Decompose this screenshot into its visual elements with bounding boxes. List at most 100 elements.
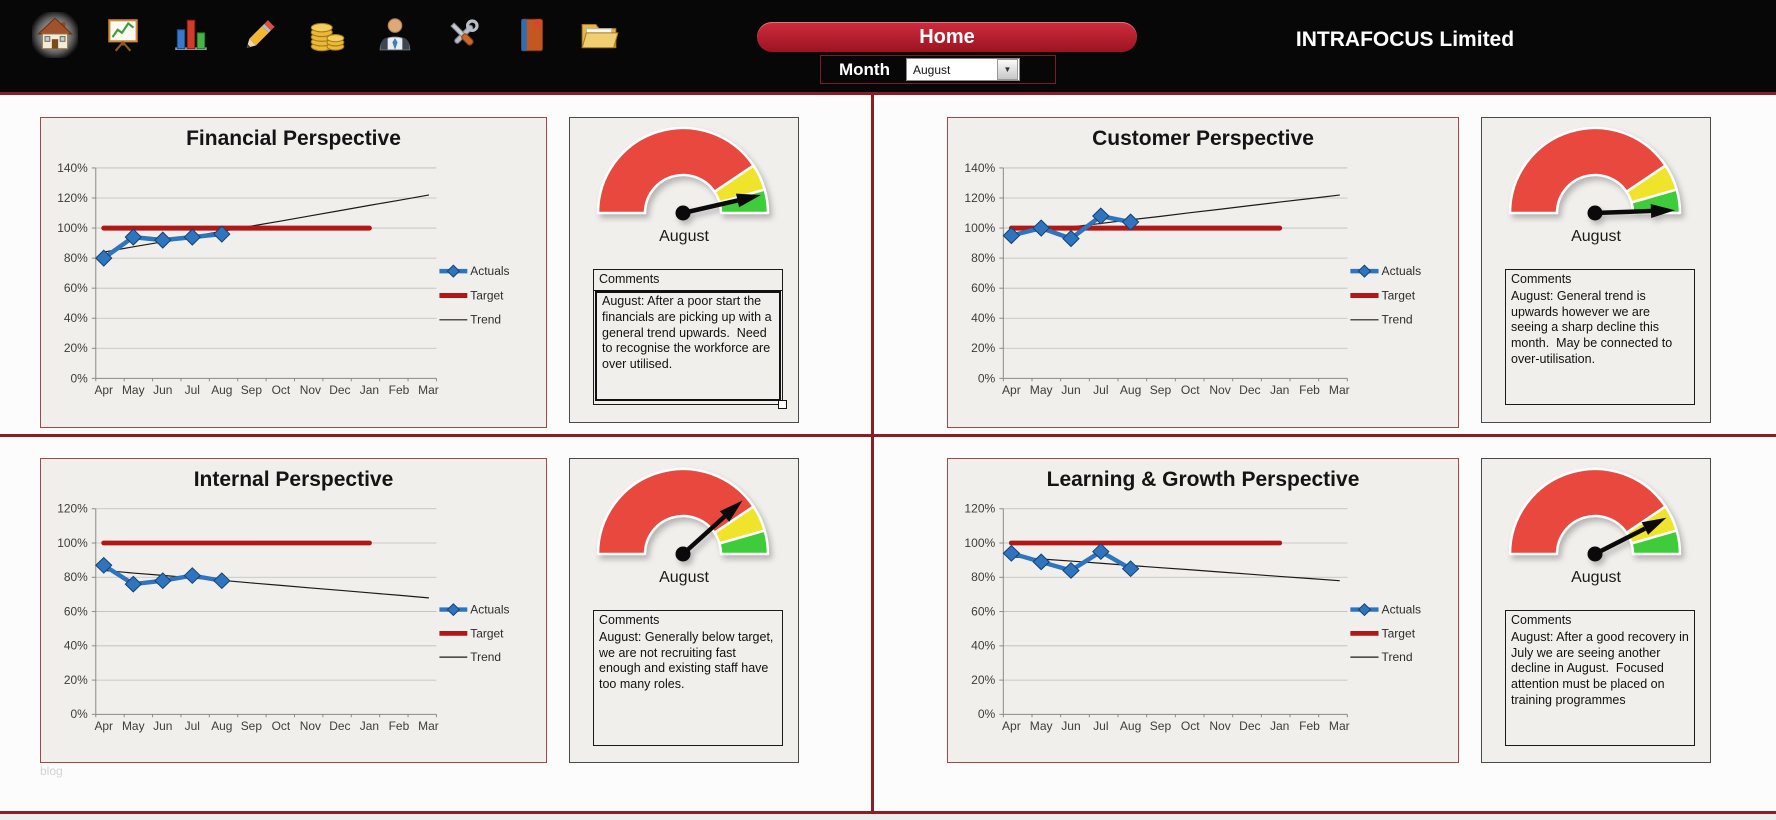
svg-text:20%: 20% [64, 674, 88, 687]
customer-title: Customer Perspective [1092, 127, 1314, 150]
comments-text: August: After a poor start the financial… [595, 291, 781, 401]
svg-text:100%: 100% [964, 221, 995, 235]
svg-text:60%: 60% [971, 281, 995, 295]
svg-text:Jul: Jul [185, 720, 200, 733]
bottom-border-line [0, 811, 1776, 814]
comments-title: Comments [1511, 272, 1572, 286]
learning-growth-gauge [1508, 467, 1682, 562]
customer-line-chart: 0% 20% 40% 60% 80% 100% 120% 140% Apr May Jun Jul Au… [964, 161, 1422, 397]
learning-growth-comments-box[interactable]: Comments August: After a good recovery i… [1505, 610, 1695, 746]
svg-text:Mar: Mar [1329, 719, 1350, 733]
comments-text: August: After a good recovery in July we… [1511, 629, 1693, 707]
svg-text:120%: 120% [57, 503, 88, 516]
user-icon[interactable] [372, 12, 418, 58]
chevron-down-icon[interactable]: ▼ [996, 59, 1018, 80]
svg-text:0%: 0% [978, 371, 996, 385]
learning-growth-line-chart: 0% 20% 40% 60% 80% 100% 120% Apr May Jun Jul Aug Sep… [964, 502, 1421, 733]
svg-text:60%: 60% [64, 606, 88, 619]
tools-icon[interactable] [440, 12, 486, 58]
svg-text:0%: 0% [71, 708, 89, 721]
svg-text:Jun: Jun [153, 720, 172, 733]
folder-icon[interactable] [576, 12, 622, 58]
month-dropdown[interactable]: August ▼ [905, 58, 1020, 81]
internal-line-chart: 0% 20% 40% 60% 80% 100% 120% Apr May Jun Jul Aug Sep… [57, 503, 509, 733]
svg-text:May: May [1030, 383, 1053, 397]
svg-text:Jul: Jul [1093, 719, 1108, 733]
svg-text:Target: Target [1382, 289, 1416, 303]
month-dropdown-value: August [912, 62, 951, 77]
svg-text:140%: 140% [57, 161, 88, 175]
svg-text:100%: 100% [57, 221, 88, 235]
internal-gauge [596, 467, 770, 562]
footer-note: blog [40, 764, 63, 778]
svg-text:Trend: Trend [1382, 650, 1413, 664]
svg-text:Mar: Mar [1329, 383, 1350, 397]
month-label: Month [839, 59, 890, 79]
svg-text:Sep: Sep [1150, 383, 1172, 397]
financial-comments-box[interactable]: Comments August: After a poor start the … [593, 269, 787, 409]
nav-icon-bar [32, 12, 622, 58]
comments-title: Comments [1511, 613, 1572, 627]
svg-text:May: May [122, 720, 145, 733]
home-button[interactable]: Home [757, 22, 1137, 52]
svg-text:Oct: Oct [1181, 719, 1200, 733]
comments-title: Comments [594, 270, 782, 291]
svg-text:Sep: Sep [1150, 719, 1172, 733]
selection-handle[interactable] [778, 400, 787, 409]
svg-text:Jun: Jun [1061, 383, 1080, 397]
customer-gauge-panel: August Comments August: General trend is… [1481, 117, 1711, 423]
comments-text: August: General trend is upwards however… [1511, 288, 1676, 366]
internal-title: Internal Perspective [193, 468, 394, 491]
svg-text:100%: 100% [57, 537, 88, 550]
company-title: INTRAFOCUS Limited [1295, 28, 1515, 51]
svg-text:Dec: Dec [329, 383, 350, 397]
comments-title: Comments [599, 613, 660, 627]
svg-text:Feb: Feb [389, 720, 410, 733]
svg-text:120%: 120% [964, 502, 995, 516]
svg-text:Aug: Aug [211, 720, 232, 733]
svg-text:Jun: Jun [1061, 719, 1080, 733]
customer-comments-box[interactable]: Comments August: General trend is upward… [1505, 269, 1695, 405]
svg-text:Target: Target [470, 627, 504, 640]
svg-text:Jul: Jul [185, 383, 200, 397]
svg-text:Nov: Nov [1209, 383, 1230, 397]
internal-chart-panel: Internal Perspective 0% 20% 40% 60% 80% 100% 1… [40, 458, 547, 763]
svg-text:0%: 0% [71, 371, 89, 385]
svg-text:20%: 20% [64, 341, 88, 355]
svg-text:80%: 80% [971, 570, 996, 584]
bar-chart-icon[interactable] [168, 12, 214, 58]
financial-title: Financial Perspective [186, 127, 401, 150]
svg-text:Actuals: Actuals [1382, 264, 1422, 278]
pencil-icon[interactable] [236, 12, 282, 58]
svg-text:Target: Target [470, 288, 504, 302]
svg-text:80%: 80% [64, 251, 88, 265]
svg-text:Apr: Apr [1002, 383, 1021, 397]
svg-text:Actuals: Actuals [470, 264, 509, 278]
svg-text:40%: 40% [971, 311, 995, 325]
month-selector: Month August ▼ [820, 55, 1056, 84]
svg-text:Jan: Jan [1270, 719, 1289, 733]
svg-text:Oct: Oct [272, 720, 291, 733]
internal-comments-box[interactable]: Comments August: Generally below target,… [593, 610, 783, 746]
svg-text:40%: 40% [971, 639, 996, 653]
gauge-month-label: August [1571, 228, 1621, 245]
svg-text:Sep: Sep [241, 383, 263, 397]
svg-text:Trend: Trend [1382, 313, 1413, 327]
comments-text: August: Generally below target, we are n… [599, 629, 777, 691]
top-navigation-bar: Home Month August ▼ INTRAFOCUS Limited [0, 0, 1776, 95]
presentation-chart-icon[interactable] [100, 12, 146, 58]
svg-text:Jan: Jan [360, 383, 379, 397]
svg-text:Jan: Jan [1270, 383, 1289, 397]
financial-gauge-panel: August Comments August: After a poor sta… [569, 117, 799, 423]
bottom-strip [0, 814, 1776, 820]
svg-text:Trend: Trend [470, 651, 501, 664]
coins-icon[interactable] [304, 12, 350, 58]
svg-text:Aug: Aug [1120, 383, 1141, 397]
svg-text:Dec: Dec [1239, 383, 1260, 397]
svg-text:Dec: Dec [1239, 719, 1261, 733]
financial-line-chart: 0% 20% 40% 60% 80% 100% 120% 140% Apr May Jun Jul Au… [57, 161, 509, 397]
home-icon[interactable] [32, 12, 78, 58]
svg-text:80%: 80% [64, 571, 88, 584]
book-icon[interactable] [508, 12, 554, 58]
